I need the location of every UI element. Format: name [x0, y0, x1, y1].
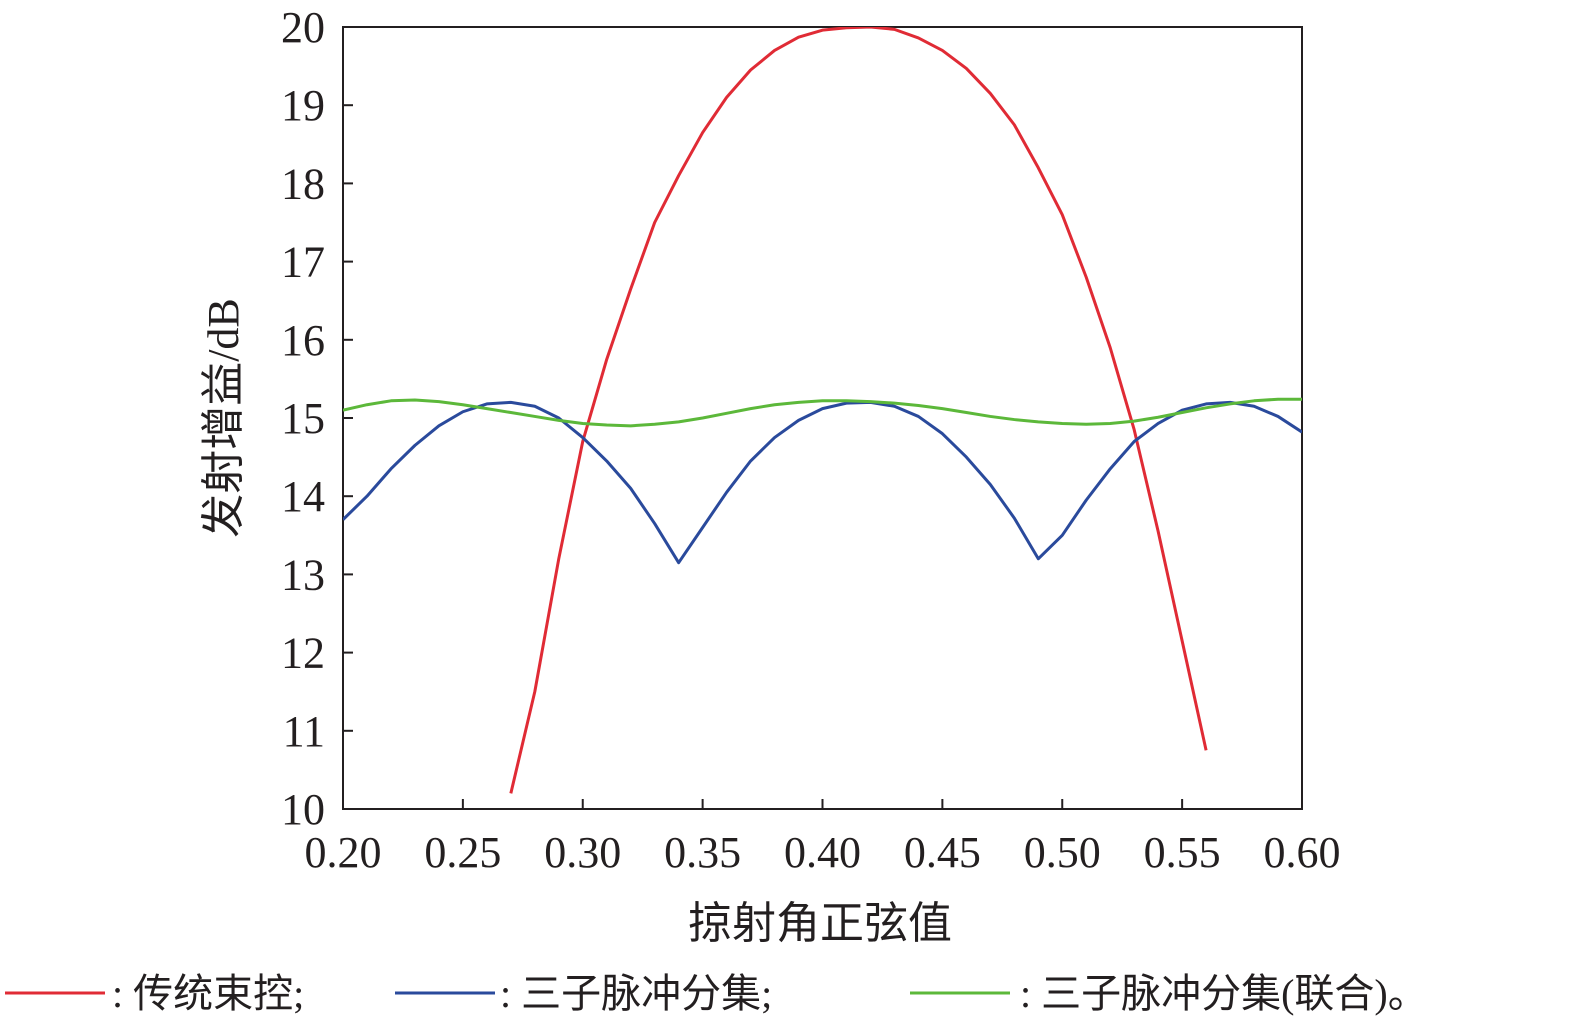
legend-label: : 三子脉冲分集; — [500, 971, 772, 1016]
x-tick-label: 0.55 — [1144, 828, 1221, 877]
x-tick-label: 0.50 — [1024, 828, 1101, 877]
y-tick-label: 18 — [281, 159, 325, 208]
series-line — [343, 400, 1302, 565]
y-tick-label: 12 — [281, 629, 325, 678]
x-tick-label: 0.60 — [1264, 828, 1341, 877]
x-tick-label: 0.45 — [904, 828, 981, 877]
y-tick-label: 15 — [281, 394, 325, 443]
x-tick-label: 0.20 — [305, 828, 382, 877]
series-line — [343, 397, 1302, 428]
y-tick-label: 14 — [281, 472, 325, 521]
y-axis-title: 发射增益/dB — [199, 298, 248, 538]
x-tick-label: 0.25 — [424, 828, 501, 877]
y-tick-label: 19 — [281, 81, 325, 130]
y-tick-label: 10 — [281, 785, 325, 834]
x-tick-label: 0.40 — [784, 828, 861, 877]
x-tick-label: 0.30 — [544, 828, 621, 877]
y-tick-label: 11 — [283, 707, 325, 756]
x-tick-label: 0.35 — [664, 828, 741, 877]
x-axis-title: 掠射角正弦值 — [688, 899, 952, 948]
y-tick-label: 20 — [281, 3, 325, 52]
y-tick-label: 16 — [281, 316, 325, 365]
legend-label: : 传统束控; — [112, 971, 304, 1016]
y-tick-label: 17 — [281, 238, 325, 287]
series-line — [509, 27, 1208, 794]
legend-label: : 三子脉冲分集(联合)。 — [1020, 971, 1428, 1016]
plot-lines — [343, 27, 1302, 794]
y-tick-label: 13 — [281, 550, 325, 599]
